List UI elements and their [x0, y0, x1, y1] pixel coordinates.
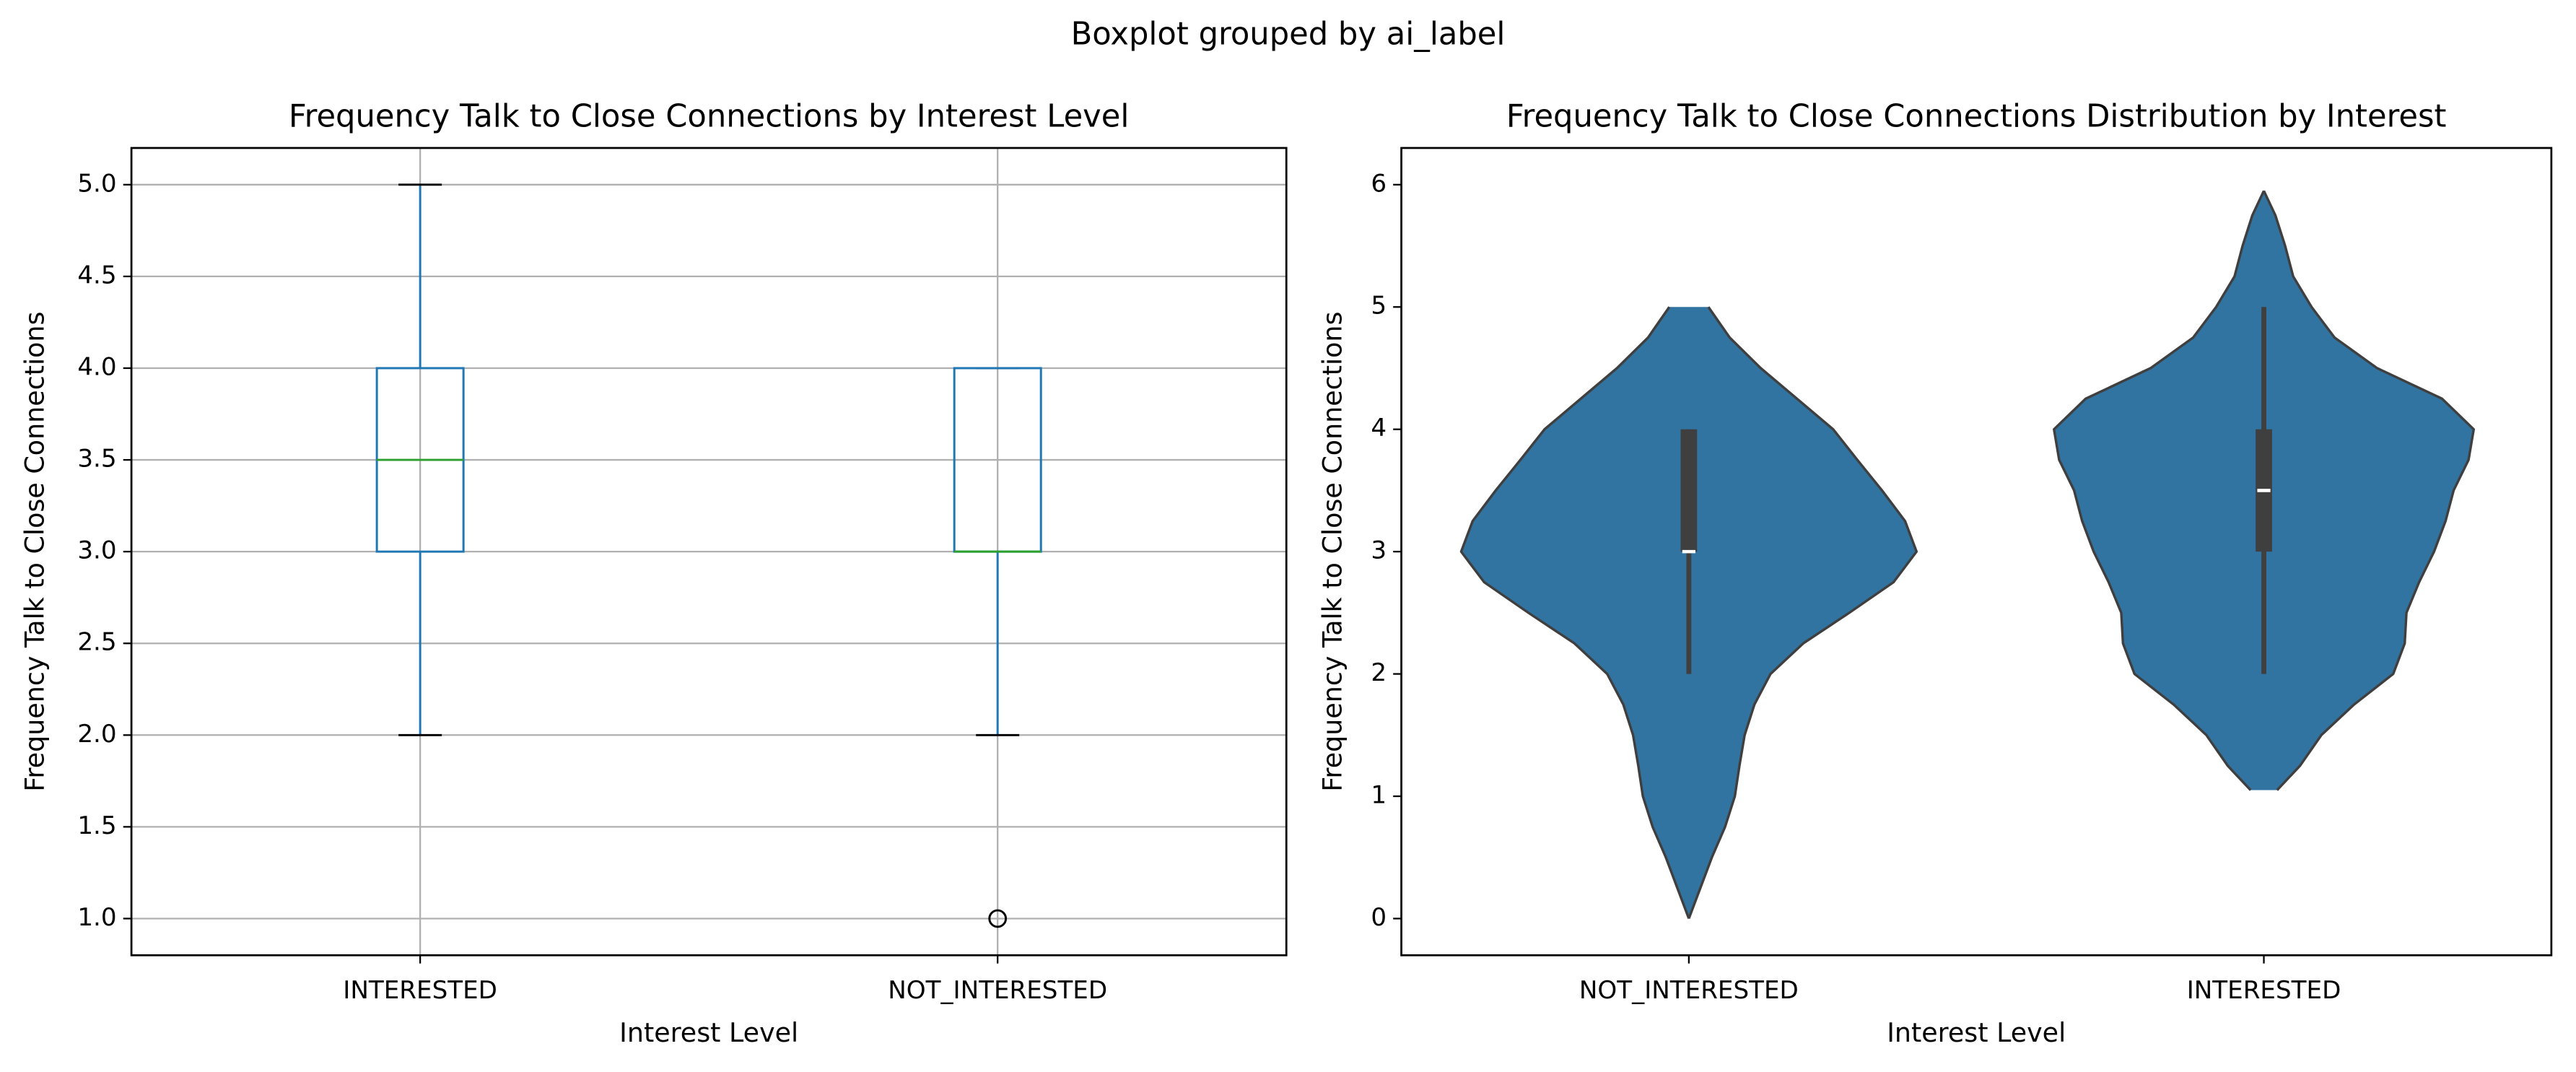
y-tick-label: 0 [1371, 903, 1387, 932]
y-axis-label: Frequency Talk to Close Connections [19, 311, 51, 791]
y-axis-label: Frequency Talk to Close Connections [1317, 311, 1348, 791]
y-tick-label: 5.0 [77, 169, 116, 198]
y-tick-label: 3 [1371, 536, 1387, 565]
violin-outline [2262, 190, 2476, 791]
y-tick-label: 2.5 [77, 628, 116, 657]
violin-outline [1459, 306, 1690, 920]
inner-box [1680, 429, 1698, 552]
y-tick-label: 2 [1371, 658, 1387, 687]
suptitle: Boxplot grouped by ai_label [1071, 17, 1506, 53]
violin-outline [2053, 190, 2266, 791]
y-tick-label: 4 [1371, 414, 1387, 443]
y-tick-label: 2.0 [77, 720, 116, 749]
violin-outline [1688, 306, 1918, 920]
x-tick-label: NOT_INTERESTED [888, 976, 1107, 1005]
y-tick-label: 3.0 [77, 536, 116, 565]
y-tick-label: 1.0 [77, 903, 116, 932]
plot-frame [1400, 147, 2553, 956]
y-tick-label: 6 [1371, 169, 1387, 198]
y-tick-label: 4.0 [77, 352, 116, 381]
x-tick-label: INTERESTED [343, 976, 497, 1005]
x-tick-label: INTERESTED [2187, 976, 2341, 1005]
chart-title: Frequency Talk to Close Connections Dist… [1506, 98, 2447, 134]
y-tick-label: 5 [1371, 292, 1387, 321]
y-tick-label: 1 [1371, 781, 1387, 810]
x-tick-label: NOT_INTERESTED [1579, 976, 1799, 1005]
plot-frame [130, 147, 1288, 956]
chart-title: Frequency Talk to Close Connections by I… [289, 98, 1129, 134]
y-tick-label: 1.5 [77, 811, 116, 840]
y-tick-label: 3.5 [77, 445, 116, 474]
flier [988, 909, 1008, 928]
x-axis-label: Interest Level [1887, 1017, 2066, 1048]
x-axis-label: Interest Level [619, 1017, 798, 1048]
y-tick-label: 4.5 [77, 261, 116, 289]
